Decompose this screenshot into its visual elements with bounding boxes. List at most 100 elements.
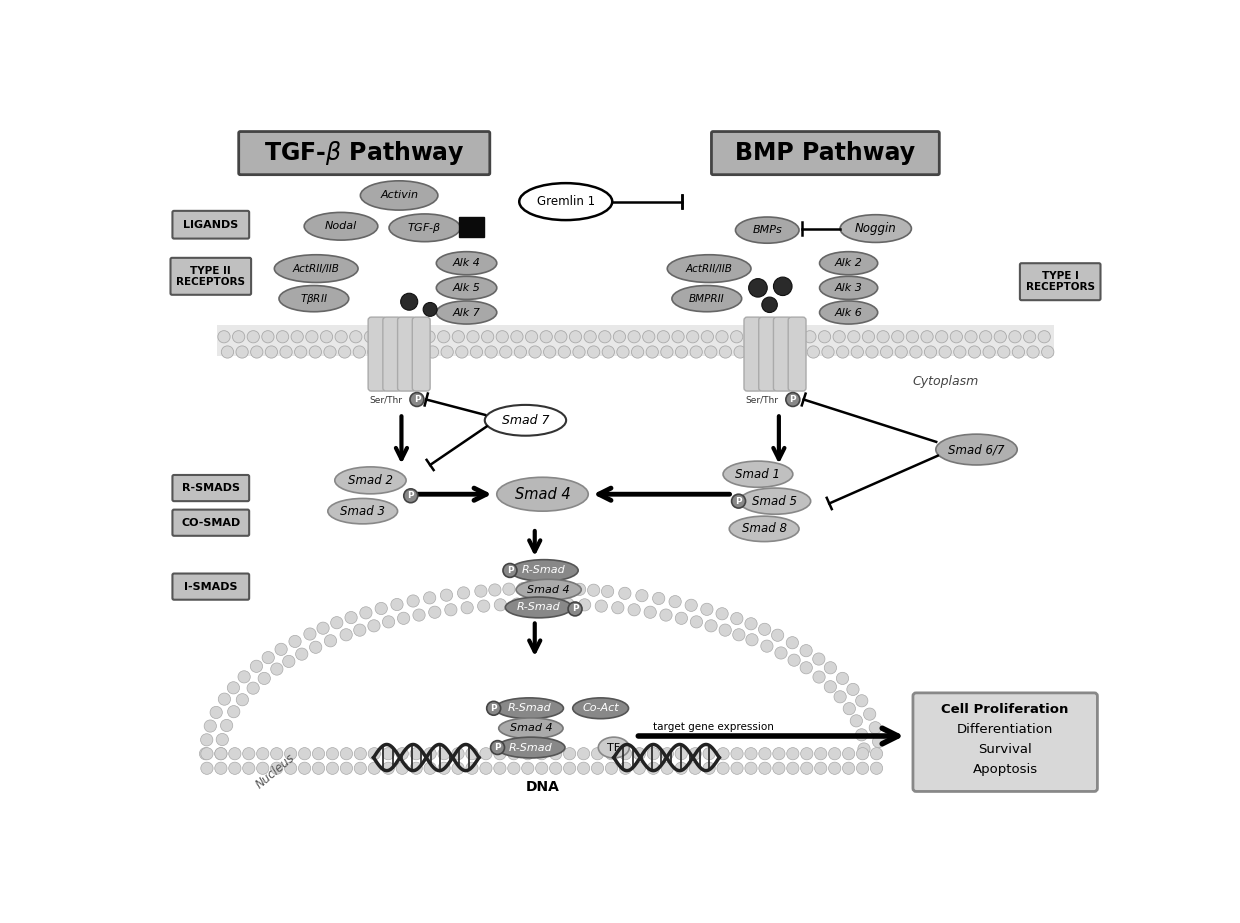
Circle shape xyxy=(440,589,453,601)
Circle shape xyxy=(983,346,996,358)
Text: BMPRII: BMPRII xyxy=(689,294,724,304)
Circle shape xyxy=(573,346,585,358)
Circle shape xyxy=(873,736,884,748)
Ellipse shape xyxy=(436,276,497,299)
Circle shape xyxy=(578,748,590,760)
Text: Alk 7: Alk 7 xyxy=(453,307,480,318)
Text: Alk 4: Alk 4 xyxy=(453,258,480,269)
Circle shape xyxy=(258,672,270,685)
Circle shape xyxy=(481,330,494,342)
Text: P: P xyxy=(495,743,501,752)
FancyBboxPatch shape xyxy=(368,318,386,391)
Circle shape xyxy=(280,346,293,358)
Circle shape xyxy=(445,604,458,616)
Circle shape xyxy=(398,612,409,624)
Circle shape xyxy=(360,606,372,619)
Circle shape xyxy=(262,330,274,342)
Text: ActRII/IIB: ActRII/IIB xyxy=(686,264,733,273)
Circle shape xyxy=(774,277,792,295)
Circle shape xyxy=(393,330,405,342)
Circle shape xyxy=(549,748,562,760)
Circle shape xyxy=(771,629,784,641)
Circle shape xyxy=(541,330,552,342)
Circle shape xyxy=(275,643,288,655)
Circle shape xyxy=(800,644,812,657)
Circle shape xyxy=(227,682,239,694)
Circle shape xyxy=(522,762,534,774)
Circle shape xyxy=(935,330,947,342)
Circle shape xyxy=(410,748,423,760)
Circle shape xyxy=(382,346,394,358)
Ellipse shape xyxy=(516,580,582,600)
Circle shape xyxy=(801,748,813,760)
Circle shape xyxy=(880,346,893,358)
Circle shape xyxy=(228,705,239,718)
Circle shape xyxy=(270,762,283,774)
Text: Smad 8: Smad 8 xyxy=(742,522,786,535)
Circle shape xyxy=(818,330,831,342)
Circle shape xyxy=(569,330,582,342)
Circle shape xyxy=(807,346,820,358)
Circle shape xyxy=(500,346,512,358)
Circle shape xyxy=(247,330,259,342)
Circle shape xyxy=(611,602,624,614)
Circle shape xyxy=(954,346,966,358)
Circle shape xyxy=(647,762,660,774)
Circle shape xyxy=(715,607,728,620)
Text: Smad 7: Smad 7 xyxy=(502,414,549,426)
Circle shape xyxy=(331,617,343,629)
Circle shape xyxy=(423,330,435,342)
Circle shape xyxy=(563,748,575,760)
Circle shape xyxy=(221,719,233,732)
Circle shape xyxy=(1012,346,1024,358)
Circle shape xyxy=(675,748,687,760)
Circle shape xyxy=(856,729,868,741)
Circle shape xyxy=(289,635,301,648)
Circle shape xyxy=(676,612,687,624)
Text: Smad 3: Smad 3 xyxy=(340,505,386,518)
Circle shape xyxy=(368,346,381,358)
Ellipse shape xyxy=(361,181,438,210)
Circle shape xyxy=(631,346,644,358)
Circle shape xyxy=(892,330,904,342)
Circle shape xyxy=(270,663,283,675)
Circle shape xyxy=(201,762,213,774)
Ellipse shape xyxy=(573,698,629,719)
Text: Cytoplasm: Cytoplasm xyxy=(913,376,978,389)
FancyBboxPatch shape xyxy=(172,210,249,238)
Circle shape xyxy=(1027,346,1039,358)
Circle shape xyxy=(312,762,325,774)
Text: Cell Proliferation: Cell Proliferation xyxy=(941,703,1069,716)
Circle shape xyxy=(684,599,697,611)
Circle shape xyxy=(646,346,658,358)
Circle shape xyxy=(503,564,517,578)
Text: R-SMADS: R-SMADS xyxy=(182,483,239,493)
Circle shape xyxy=(461,602,474,614)
Circle shape xyxy=(536,762,548,774)
Circle shape xyxy=(773,748,785,760)
Circle shape xyxy=(515,346,527,358)
Circle shape xyxy=(243,762,255,774)
Circle shape xyxy=(591,748,604,760)
Text: Differentiation: Differentiation xyxy=(957,724,1053,737)
Circle shape xyxy=(759,762,771,774)
Circle shape xyxy=(309,346,321,358)
Circle shape xyxy=(221,346,233,358)
Circle shape xyxy=(413,609,425,621)
FancyBboxPatch shape xyxy=(759,318,776,391)
Circle shape xyxy=(730,330,743,342)
Circle shape xyxy=(404,489,418,503)
Text: target gene expression: target gene expression xyxy=(652,722,774,732)
Circle shape xyxy=(627,604,640,616)
FancyBboxPatch shape xyxy=(398,318,415,391)
Circle shape xyxy=(761,297,777,313)
Circle shape xyxy=(836,672,848,685)
Circle shape xyxy=(857,748,869,760)
Circle shape xyxy=(295,346,306,358)
Circle shape xyxy=(619,587,631,599)
Circle shape xyxy=(745,617,758,629)
Ellipse shape xyxy=(598,737,629,758)
Circle shape xyxy=(441,346,454,358)
Circle shape xyxy=(689,748,702,760)
Circle shape xyxy=(627,330,640,342)
